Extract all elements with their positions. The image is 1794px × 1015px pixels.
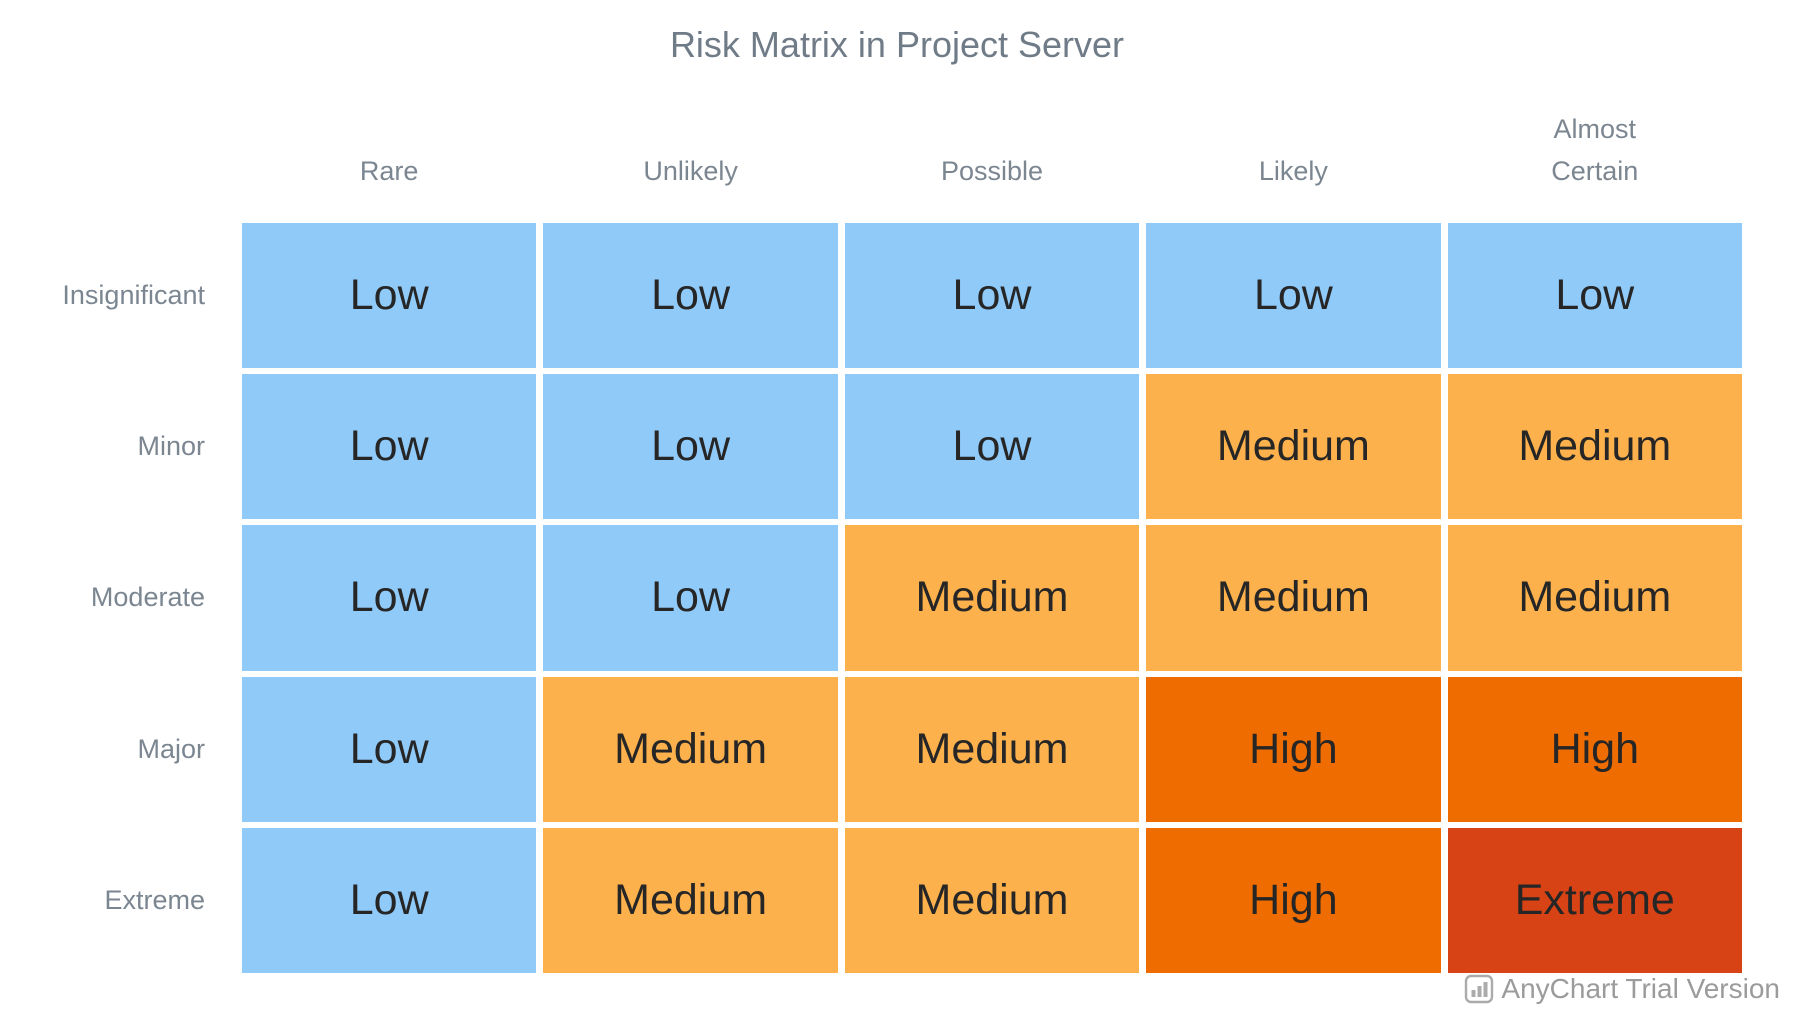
matrix-cell-minor-likely[interactable]: Medium (1146, 374, 1441, 520)
matrix-cell-major-likely[interactable]: High (1146, 676, 1441, 822)
matrix-cell-moderate-unlikely[interactable]: Low (543, 525, 838, 671)
matrix-cell-moderate-possible[interactable]: Medium (844, 525, 1140, 671)
matrix-cell-major-almost-certain[interactable]: High (1447, 676, 1742, 822)
x-axis-label-rare: Rare (359, 156, 419, 187)
matrix-cell-insignificant-rare[interactable]: Low (242, 223, 537, 369)
matrix-cell-extreme-possible[interactable]: Medium (844, 827, 1140, 973)
matrix-cell-insignificant-unlikely[interactable]: Low (543, 223, 838, 369)
x-axis-label-almost-certain: Almost Certain (1551, 114, 1639, 187)
x-axis-labels: Rare Unlikely Possible Likely Almost Certain (242, 90, 1742, 223)
matrix-cell-minor-rare[interactable]: Low (242, 374, 537, 520)
matrix-cell-insignificant-possible[interactable]: Low (844, 223, 1140, 369)
matrix-cell-moderate-almost-certain[interactable]: Medium (1447, 525, 1742, 671)
matrix-cell-moderate-rare[interactable]: Low (242, 525, 537, 671)
y-axis-label-moderate: Moderate (90, 582, 205, 613)
watermark-label: AnyChart Trial Version (1501, 973, 1780, 1004)
y-axis-labels: Insignificant Minor Moderate Major Extreme (0, 223, 205, 973)
y-axis-label-minor: Minor (137, 431, 205, 462)
matrix-cell-major-rare[interactable]: Low (242, 676, 537, 822)
bar-chart-icon (1464, 974, 1494, 1004)
matrix-cell-major-possible[interactable]: Medium (844, 676, 1140, 822)
anychart-watermark[interactable]: AnyChart Trial Version (1464, 973, 1780, 1005)
matrix-cell-extreme-rare[interactable]: Low (242, 827, 537, 973)
matrix-cell-moderate-likely[interactable]: Medium (1146, 525, 1441, 671)
y-axis-label-extreme: Extreme (104, 884, 205, 915)
x-axis-label-likely: Likely (1258, 156, 1328, 187)
matrix-cell-minor-almost-certain[interactable]: Medium (1447, 374, 1742, 520)
matrix-cell-minor-unlikely[interactable]: Low (543, 374, 838, 520)
matrix-cell-extreme-unlikely[interactable]: Medium (543, 827, 838, 973)
y-axis-label-insignificant: Insignificant (62, 280, 205, 311)
risk-matrix-grid: Low Low Low Low Low Low Low Low Medium Medium Low L… (242, 223, 1742, 973)
x-axis-label-unlikely: Unlikely (643, 156, 738, 187)
matrix-cell-insignificant-almost-certain[interactable]: Low (1447, 223, 1742, 369)
matrix-cell-minor-possible[interactable]: Low (844, 374, 1140, 520)
chart-title: Risk Matrix in Project Server (669, 24, 1125, 65)
matrix-cell-extreme-likely[interactable]: High (1146, 827, 1441, 973)
matrix-cell-extreme-almost-certain[interactable]: Extreme (1447, 827, 1742, 973)
y-axis-label-major: Major (137, 733, 205, 764)
matrix-cell-insignificant-likely[interactable]: Low (1146, 223, 1441, 369)
matrix-cell-major-unlikely[interactable]: Medium (543, 676, 838, 822)
x-axis-label-possible: Possible (940, 156, 1044, 187)
